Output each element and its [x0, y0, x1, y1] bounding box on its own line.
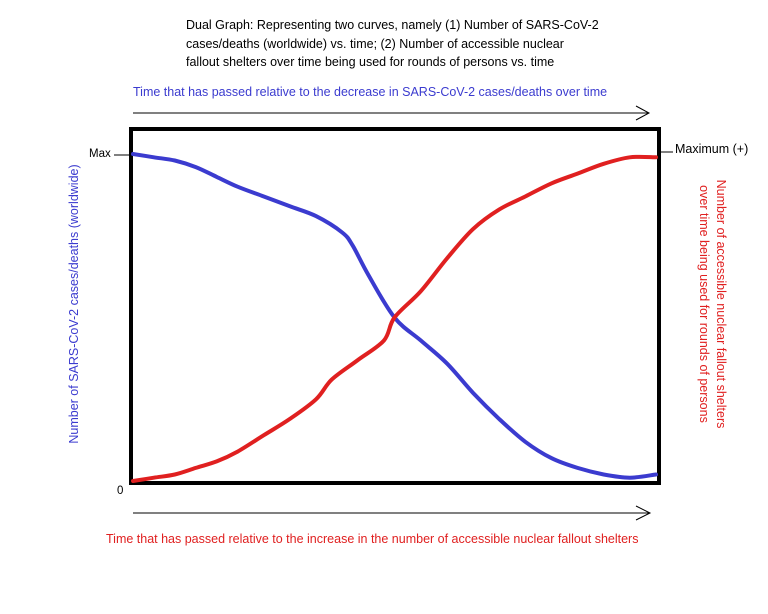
series-layer — [131, 152, 658, 483]
plot-frame — [129, 127, 661, 485]
bottom-arrow-head — [635, 505, 652, 521]
sars-cov-2-curve-line — [131, 152, 658, 480]
top-axis-label: Time that has passed relative to the dec… — [133, 85, 608, 99]
chart-title-line: fallout shelters over time being used fo… — [186, 55, 555, 69]
top-arrow-head — [635, 105, 651, 121]
right-tick-maximum-label: Maximum (+) — [675, 142, 749, 156]
left-tick-max-label: Max — [89, 148, 111, 160]
chart-title-line: cases/deaths (worldwide) vs. time; (2) N… — [186, 36, 564, 51]
chart-title-line: Dual Graph: Representing two curves, nam… — [186, 18, 599, 32]
chart-title: Dual Graph: Representing two curves, nam… — [186, 16, 706, 72]
left-tick-zero-label: 0 — [117, 485, 124, 497]
fallout-shelters-curve-line — [131, 154, 658, 483]
bottom-axis-label: Time that has passed relative to the inc… — [106, 532, 639, 546]
